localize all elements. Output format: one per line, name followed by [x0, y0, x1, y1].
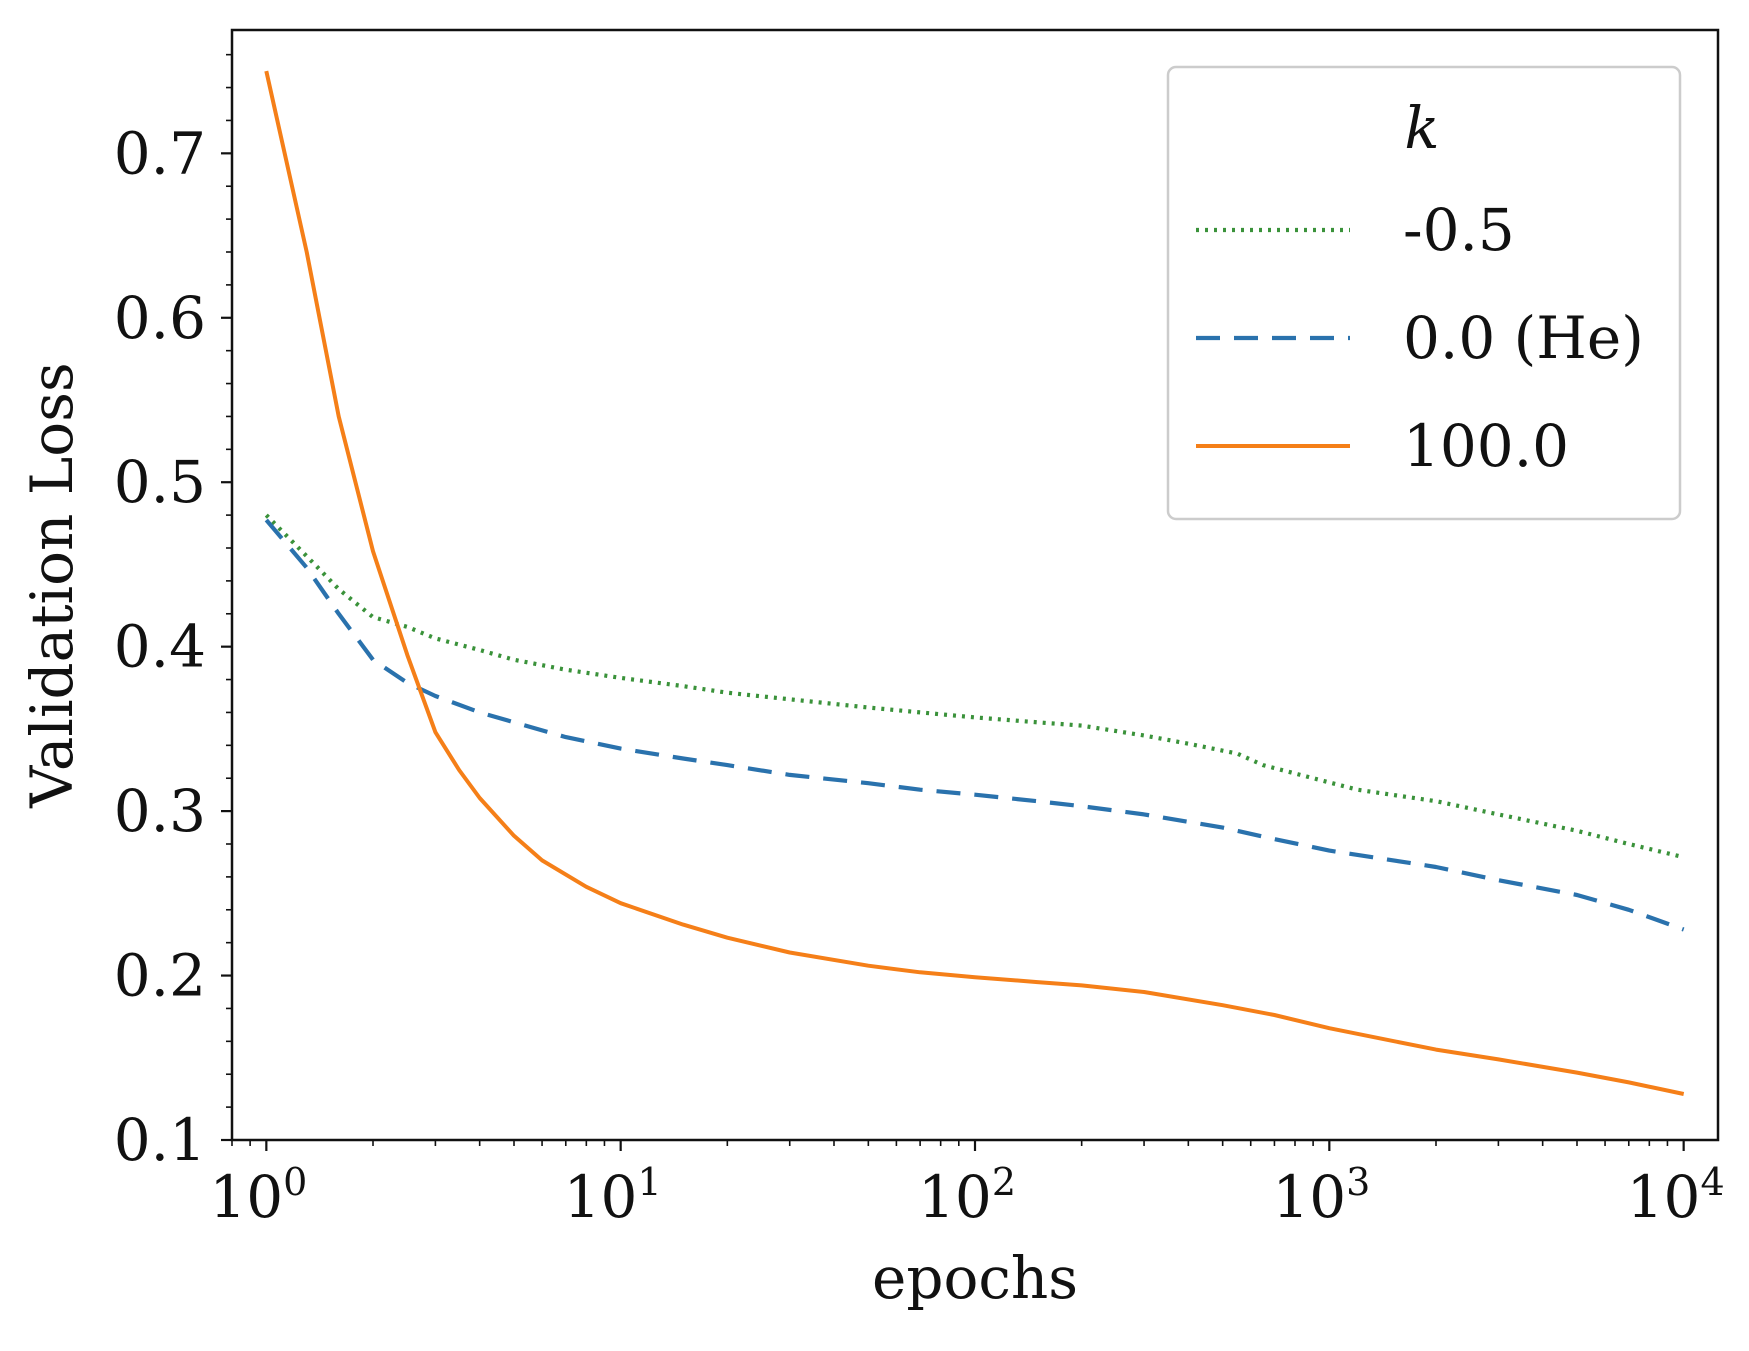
legend-label-2: 100.0 — [1403, 412, 1569, 480]
x-tick-label: 104 — [1627, 1160, 1725, 1231]
x-axis-title: epochs — [872, 1244, 1078, 1312]
series-line-1 — [264, 518, 1685, 932]
x-axis-ticks: 100 101 102 103 104 — [209, 1140, 1725, 1231]
y-tick-label: 0.7 — [114, 119, 206, 187]
y-tick-label: 0.2 — [114, 942, 206, 1010]
legend: k -0.5 0.0 (He) 100.0 — [1166, 65, 1682, 521]
plot-series — [264, 70, 1685, 1096]
series-line-2 — [264, 70, 1685, 1096]
y-tick-label: 0.3 — [114, 777, 206, 845]
legend-box — [1166, 65, 1682, 521]
y-tick-label: 0.1 — [114, 1106, 206, 1174]
y-axis-ticks: 0.1 0.2 0.3 0.4 0.5 0.6 0.7 — [114, 119, 232, 1174]
y-tick-label: 0.5 — [114, 448, 206, 516]
x-tick-label: 101 — [564, 1160, 662, 1231]
y-tick-label: 0.4 — [114, 613, 206, 681]
y-axis-title: Validation Loss — [18, 362, 86, 808]
legend-label-0: -0.5 — [1403, 196, 1515, 264]
y-tick-label: 0.6 — [114, 284, 206, 352]
x-tick-label: 102 — [918, 1160, 1016, 1231]
series-line-0 — [264, 513, 1685, 860]
legend-label-1: 0.0 (He) — [1403, 304, 1644, 372]
legend-title: k — [1404, 94, 1439, 162]
x-tick-label: 100 — [209, 1160, 307, 1231]
x-tick-label: 103 — [1272, 1160, 1370, 1231]
